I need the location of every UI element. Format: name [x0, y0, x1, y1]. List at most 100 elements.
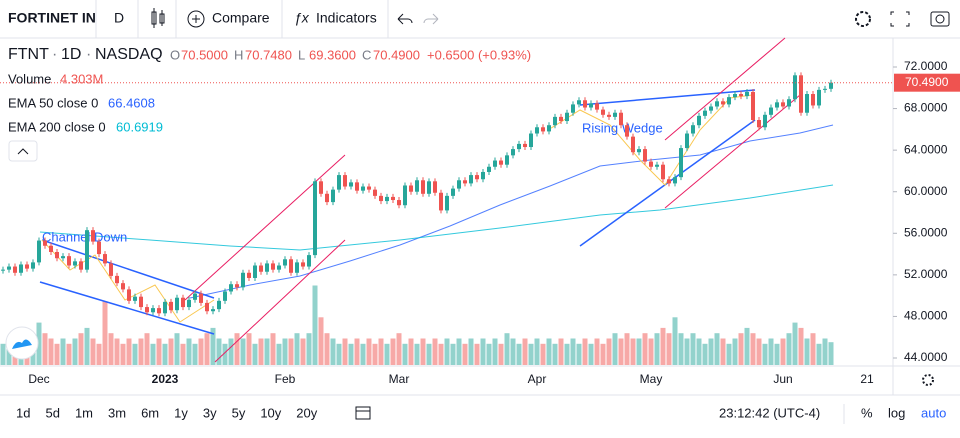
volume-bar	[66, 343, 72, 365]
volume-bar	[474, 343, 480, 365]
volume-bar	[648, 338, 654, 365]
interval[interactable]: D	[114, 10, 124, 26]
undo[interactable]	[397, 13, 413, 25]
volume-bar	[318, 317, 324, 365]
candle-type-icon[interactable]	[151, 8, 165, 28]
volume-bar	[660, 327, 666, 365]
date-range-icon[interactable]	[355, 406, 371, 420]
range-button[interactable]: 1y	[174, 405, 188, 420]
volume-bar	[222, 343, 228, 365]
volume-bar	[120, 343, 126, 365]
axis-settings[interactable]	[922, 374, 934, 386]
percent[interactable]: %	[861, 405, 873, 420]
volume-bar	[354, 338, 360, 365]
ohlc-key: O	[170, 47, 180, 62]
x-tick-label: Feb	[275, 372, 296, 386]
volume-bar	[606, 338, 612, 365]
legend-exchange: NASDAQ	[95, 46, 163, 63]
ema50-name: EMA 50 close 0	[8, 95, 98, 110]
settings[interactable]	[855, 11, 871, 27]
range-button[interactable]: 20y	[296, 405, 317, 420]
range-button[interactable]: 6m	[141, 405, 159, 420]
volume-bar	[498, 343, 504, 365]
volume-bar	[462, 343, 468, 365]
volume-bar	[168, 338, 174, 365]
x-tick-label: Jun	[773, 372, 792, 386]
auto[interactable]: auto	[921, 405, 946, 420]
indicators-icon[interactable]: ƒx	[294, 10, 310, 26]
volume-bar	[636, 338, 642, 365]
volume-bar	[444, 338, 450, 365]
compare-icon[interactable]	[187, 10, 205, 28]
volume-bar	[186, 338, 192, 365]
volume-bar	[780, 338, 786, 365]
y-tick-label: 48.0000	[904, 309, 948, 323]
y-tick-label: 52.0000	[904, 267, 948, 281]
legend-sep: ·	[86, 46, 91, 63]
volume-bar	[240, 338, 246, 365]
volume-bar	[78, 333, 84, 365]
volume-bar	[264, 338, 270, 365]
symbol[interactable]: FORTINET IN	[8, 10, 96, 26]
indicators[interactable]: Indicators	[316, 10, 377, 26]
volume-bar	[732, 338, 738, 365]
volume-bar	[276, 343, 282, 365]
volume-bar	[564, 343, 570, 365]
volume-bar	[102, 301, 108, 365]
volume-bar	[642, 333, 648, 365]
volume-bar	[534, 338, 540, 365]
volume-bar	[72, 338, 78, 365]
screenshot-lens	[935, 14, 945, 24]
collapse-legend[interactable]	[8, 140, 38, 162]
volume-bar	[612, 333, 618, 365]
volume-bar	[150, 343, 156, 365]
volume-bar	[654, 333, 660, 365]
volume-bar	[258, 338, 264, 365]
volume-bar	[456, 338, 462, 365]
volume-bar	[624, 333, 630, 365]
range-button[interactable]: 1m	[75, 405, 93, 420]
range-button[interactable]: 5d	[45, 405, 59, 420]
volume-bar	[162, 343, 168, 365]
volume-bar	[234, 333, 240, 365]
screenshot[interactable]	[930, 11, 950, 27]
volume-bar	[192, 343, 198, 365]
redo[interactable]	[423, 13, 439, 25]
volume-bar	[108, 333, 114, 365]
volume-bar	[294, 333, 300, 365]
volume-bar	[708, 338, 714, 365]
clock: 23:12:42 (UTC-4)	[719, 405, 820, 420]
volume-bar	[384, 343, 390, 365]
volume-bar	[366, 338, 372, 365]
volume-bar	[372, 343, 378, 365]
compare[interactable]: Compare	[212, 10, 270, 26]
volume-bar	[378, 338, 384, 365]
log[interactable]: log	[888, 405, 905, 420]
volume-bar	[504, 333, 510, 365]
volume-bar	[288, 338, 294, 365]
y-tick-label: 72.0000	[904, 59, 948, 73]
x-tick-label: Dec	[28, 372, 49, 386]
range-button[interactable]: 5y	[232, 405, 246, 420]
volume-bar	[450, 343, 456, 365]
volume-bar	[54, 343, 60, 365]
volume-bar	[402, 343, 408, 365]
volume-bar	[414, 343, 420, 365]
volume-bar	[246, 333, 252, 365]
legend-ticker: FTNT	[8, 46, 49, 63]
volume-bar	[630, 338, 636, 365]
volume-bar	[690, 333, 696, 365]
volume-bar	[600, 343, 606, 365]
bottom-toolbar: 1d 5d 1m 3m 6m 1y 3y 5y 10y 20y	[16, 405, 318, 420]
ohlc-value: 70.5000	[181, 47, 228, 62]
volume-bar	[804, 338, 810, 365]
volume-bar	[744, 327, 750, 365]
volume-bar	[666, 333, 672, 365]
range-button[interactable]: 10y	[260, 405, 281, 420]
range-button[interactable]: 3m	[108, 405, 126, 420]
range-button[interactable]: 3y	[203, 405, 217, 420]
range-button[interactable]: 1d	[16, 405, 30, 420]
fullscreen[interactable]	[890, 11, 910, 27]
x-tick-label: Apr	[528, 372, 547, 386]
